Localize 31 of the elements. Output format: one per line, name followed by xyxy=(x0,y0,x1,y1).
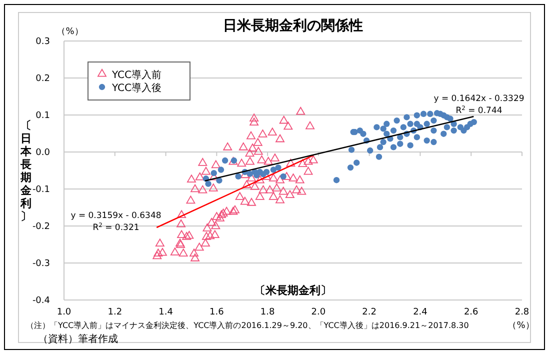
y-axis-title: 〔日本長期金利〕 xyxy=(20,119,32,223)
y-tick-label: 0.1 xyxy=(36,110,50,121)
x-tick-label: 2.0 xyxy=(311,307,326,318)
text: （%） xyxy=(56,27,84,37)
x-axis-title: 〔米長期金利〕 xyxy=(254,284,332,297)
annotation: y = 0.3159x - 0.6348 xyxy=(70,211,162,221)
annotation: R$^{2}$ = 0.321 xyxy=(92,222,140,233)
x-tick-label: 2.6 xyxy=(464,307,479,318)
x-tick-label: 2.4 xyxy=(413,307,428,318)
x-tick-label: 1.0 xyxy=(56,307,72,318)
x-tick-label: 1.8 xyxy=(260,307,275,318)
text: （注）「YCC導入前」はマイナス金利決定後、YCC導入前の2016.1.29～9.20、「YCC導入後」は2016.9.21～2017.8.30 xyxy=(26,321,469,330)
x-tick-label: 1.6 xyxy=(210,307,224,318)
x-tick-label: 1.4 xyxy=(158,307,174,318)
annotation: y = 0.1642x - 0.3329 xyxy=(434,94,524,104)
y-tick-label: 0.2 xyxy=(36,74,50,84)
y-tick-label: -0.2 xyxy=(32,222,50,232)
annotation: R$^{2}$ = 0.744 xyxy=(456,104,502,116)
x-tick-label: 2.8 xyxy=(514,307,530,318)
y-tick-label: 0.0 xyxy=(36,148,50,158)
y-tick-label: -0.3 xyxy=(32,258,50,269)
chart-title: 日米長期金利の関係性 xyxy=(223,18,363,34)
y-tick-label: -0.4 xyxy=(32,296,50,306)
legend-label: YCC導入後 xyxy=(111,82,162,94)
text: （資料）筆者作成 xyxy=(38,333,118,345)
text: （%） xyxy=(508,321,534,331)
x-tick-label: 1.2 xyxy=(108,307,122,318)
x-tick-label: 2.2 xyxy=(362,307,376,318)
y-tick-label: 0.3 xyxy=(36,36,50,47)
y-tick-label: -0.1 xyxy=(32,184,50,195)
legend-label: YCC導入前 xyxy=(111,69,162,81)
